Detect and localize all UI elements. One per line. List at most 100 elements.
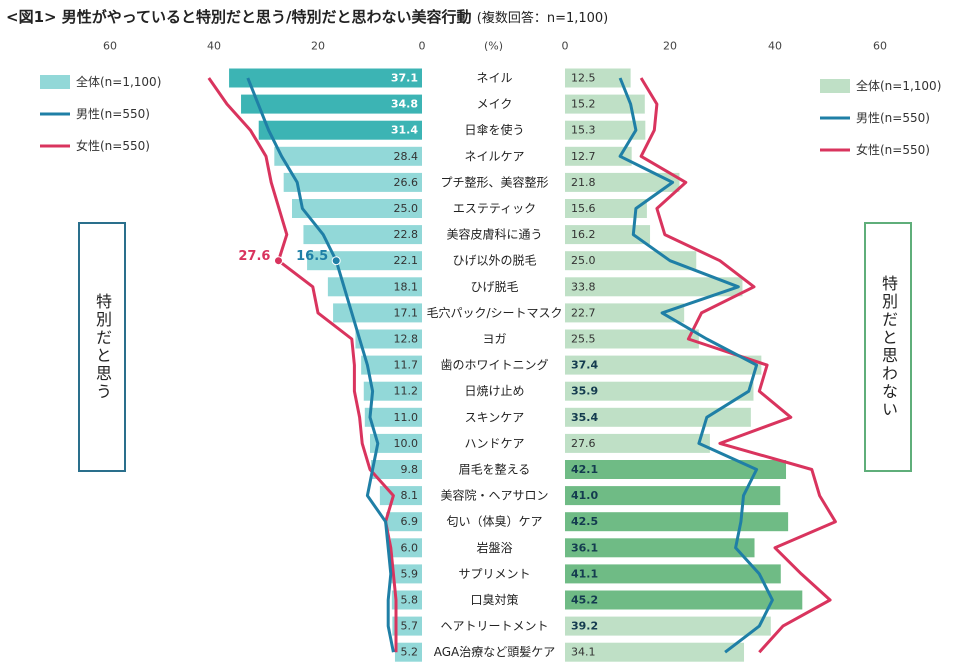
left-value-label: 11.0 <box>394 411 419 424</box>
right-bar <box>565 68 631 88</box>
left-value-label: 5.9 <box>401 567 419 580</box>
left-bar <box>364 407 422 427</box>
right-value-label: 12.7 <box>571 150 596 163</box>
box-right-not-special: 特別だと思わない <box>864 222 912 472</box>
right-value-label: 42.5 <box>571 515 598 528</box>
right-value-label: 15.3 <box>571 124 596 137</box>
left-bars <box>229 68 422 662</box>
category-label: 眉毛を整える <box>459 462 531 477</box>
left-bar <box>363 381 422 401</box>
legend-right-entry: 女性(n=550) <box>856 142 930 157</box>
category-label: 岩盤浴 <box>476 540 512 555</box>
chart-title: <図1> 男性がやっていると特別だと思う/特別だと思わない美容行動 (複数回答：… <box>6 6 608 27</box>
left-bar <box>292 199 422 218</box>
category-label: AGA治療など頭髪ケア <box>434 645 556 659</box>
left-value-label: 25.0 <box>394 202 419 215</box>
category-label: サプリメント <box>458 567 530 581</box>
right-bar <box>565 590 803 610</box>
left-bar <box>327 277 422 297</box>
right-value-label: 34.1 <box>571 646 596 659</box>
left-female-line <box>207 77 398 653</box>
left-value-label: 6.9 <box>401 515 419 528</box>
left-bar <box>392 616 422 636</box>
right-tick-label: 40 <box>768 40 782 53</box>
category-label: 毛穴パック/シートマスク <box>426 305 562 320</box>
right-value-label: 35.9 <box>571 385 598 398</box>
right-value-label: 21.8 <box>571 176 596 189</box>
right-value-label: 16.2 <box>571 228 596 241</box>
legend-left-entry: 女性(n=550) <box>76 138 150 153</box>
right-value-label: 45.2 <box>571 594 598 607</box>
category-label: 美容皮膚科に通う <box>446 227 542 242</box>
left-bar <box>355 329 422 349</box>
left-bar <box>333 303 422 323</box>
callout-marker <box>273 256 283 266</box>
right-male-line <box>618 77 774 654</box>
left-value-label: 5.7 <box>401 620 419 633</box>
left-bar <box>361 355 422 375</box>
left-value-label: 18.1 <box>394 280 419 293</box>
left-value-label: 31.4 <box>391 124 418 137</box>
right-bar <box>565 94 645 114</box>
right-tick-label: 0 <box>562 40 569 53</box>
right-bar <box>565 538 755 558</box>
left-tick-label: 0 <box>419 40 426 53</box>
legend-right-swatch-bar <box>820 79 850 93</box>
left-tick-label: 40 <box>207 40 221 53</box>
right-value-label: 15.6 <box>571 202 596 215</box>
category-label: ひげ脱毛 <box>470 279 518 294</box>
category-label: ヨガ <box>482 332 506 346</box>
left-value-label: 22.8 <box>394 228 419 241</box>
right-value-label: 41.0 <box>571 489 598 502</box>
category-label: スキンケア <box>465 410 525 424</box>
left-tick-label: 20 <box>311 40 325 53</box>
right-bar <box>565 433 710 453</box>
category-labels: ネイルメイク日傘を使うネイルケアプチ整形、美容整形エステティック美容皮膚科に通う… <box>426 71 562 659</box>
left-bar <box>283 172 422 192</box>
right-value-label: 15.2 <box>571 98 596 111</box>
right-value-label: 25.0 <box>571 254 596 267</box>
right-bar <box>565 564 781 584</box>
left-value-label: 12.8 <box>394 333 419 346</box>
box-right-label: 特別だと思わない <box>879 275 898 419</box>
category-label: ネイルケア <box>464 149 524 163</box>
left-value-label: 10.0 <box>394 437 419 450</box>
left-bar <box>394 642 422 662</box>
right-value-label: 22.7 <box>571 306 596 319</box>
right-bars <box>565 68 803 662</box>
category-label: ネイル <box>476 71 512 85</box>
right-bar <box>565 381 754 401</box>
left-male-line <box>246 77 395 653</box>
right-tick-label: 20 <box>663 40 677 53</box>
callouts: 27.6 16.5 <box>238 249 341 266</box>
category-label: エステティック <box>453 202 536 216</box>
left-value-label: 17.1 <box>394 306 419 319</box>
callout-label: 27.6 <box>238 249 270 264</box>
unit-label: (%) <box>484 40 503 53</box>
legends: 全体(n=1,100) 男性(n=550) 女性(n=550) 全体(n=1,100)… <box>40 74 941 157</box>
left-value-label: 34.8 <box>391 98 418 111</box>
left-value-label: 11.2 <box>394 385 419 398</box>
callout-marker <box>331 256 341 266</box>
left-value-label: 28.4 <box>394 150 419 163</box>
right-bar <box>565 172 680 192</box>
subtitle-text: (複数回答：n=1,100) <box>476 11 609 26</box>
left-value-label: 9.8 <box>401 463 419 476</box>
left-bar <box>390 538 422 558</box>
left-value-label: 11.7 <box>394 359 419 372</box>
callout-label: 16.5 <box>296 249 328 264</box>
left-value-label: 5.2 <box>401 646 419 659</box>
category-label: 歯のホワイトニング <box>440 358 548 372</box>
left-bar <box>241 94 422 114</box>
series-lines <box>207 77 837 654</box>
left-bar <box>274 146 422 166</box>
left-value-label: 26.6 <box>394 176 419 189</box>
right-value-label: 36.1 <box>571 541 598 554</box>
right-value-label: 35.4 <box>571 411 598 424</box>
right-value-label: 12.5 <box>571 72 596 85</box>
left-bar <box>307 251 422 271</box>
left-bar <box>229 68 422 88</box>
right-bar <box>565 277 743 297</box>
category-label: 日傘を使う <box>464 122 524 137</box>
